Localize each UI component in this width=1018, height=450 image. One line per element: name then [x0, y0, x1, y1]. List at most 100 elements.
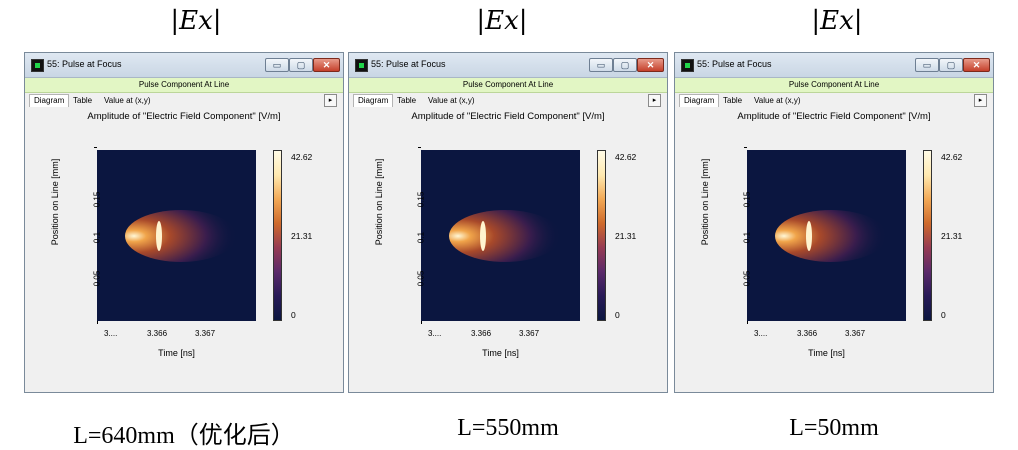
y-tick-0-15: 0.15	[92, 191, 102, 208]
maximize-button[interactable]: ▢	[289, 58, 313, 72]
window-title: 55: Pulse at Focus	[697, 59, 772, 69]
colorbar-min-label: 0	[615, 310, 620, 320]
axis-corner-mark	[418, 147, 421, 148]
x-tick-3-366: 3.366	[471, 329, 492, 338]
x-axis-label: Time [ns]	[482, 348, 519, 358]
window-titlebar[interactable]: 55: Pulse at Focus ▭ ▢ ✕	[349, 53, 667, 78]
axis-corner-mark	[744, 147, 747, 148]
close-button[interactable]: ✕	[963, 58, 990, 72]
y-tick-0-1: 0.1	[742, 231, 752, 244]
pulse-subtitle-bar: Pulse Component At Line	[25, 78, 343, 93]
pulse-subtitle-bar: Pulse Component At Line	[675, 78, 993, 93]
plot-title: Amplitude of "Electric Field Component" …	[737, 111, 931, 122]
diagram-area: Amplitude of "Electric Field Component" …	[349, 107, 667, 377]
colorbar-min-label: 0	[291, 310, 296, 320]
x-axis-label: Time [ns]	[808, 348, 845, 358]
pulse-window-1: 55: Pulse at Focus ▭ ▢ ✕ Pulse Component…	[24, 52, 344, 393]
tab-scroll-arrow-icon[interactable]: ▸	[324, 94, 337, 107]
pulse-spot	[125, 210, 237, 262]
minimize-button[interactable]: ▭	[589, 58, 613, 72]
x-tick-3-367: 3.367	[845, 329, 866, 338]
y-tick-0-05: 0.05	[416, 270, 426, 287]
pulse-window-3: 55: Pulse at Focus ▭ ▢ ✕ Pulse Component…	[674, 52, 994, 393]
tab-diagram[interactable]: Diagram	[679, 94, 720, 108]
tab-diagram[interactable]: Diagram	[353, 94, 394, 108]
tab-scroll-arrow-icon[interactable]: ▸	[648, 94, 661, 107]
app-icon	[681, 59, 694, 72]
pulse-spot	[775, 210, 887, 262]
close-button[interactable]: ✕	[313, 58, 340, 72]
y-tick-0-1: 0.1	[416, 231, 426, 244]
y-axis-label: Position on Line [mm]	[374, 158, 384, 246]
x-tick-3-366: 3.366	[147, 329, 168, 338]
pulse-front	[480, 221, 486, 251]
header-formula-2: |Ex|	[476, 6, 528, 36]
tab-scroll-arrow-icon[interactable]: ▸	[974, 94, 987, 107]
tab-table[interactable]: Table	[73, 96, 93, 105]
header-formula-3: |Ex|	[811, 6, 863, 36]
x-tick-3-366: 3.366	[797, 329, 818, 338]
colorbar-max-label: 42.62	[941, 152, 963, 162]
colorbar-min-label: 0	[941, 310, 946, 320]
colorbar-mid-label: 21.31	[291, 231, 313, 241]
app-icon	[355, 59, 368, 72]
plot-title: Amplitude of "Electric Field Component" …	[87, 111, 281, 122]
heatmap-plot[interactable]	[747, 150, 906, 321]
y-tick-0-05: 0.05	[92, 270, 102, 287]
y-axis-label: Position on Line [mm]	[50, 158, 60, 246]
colorbar	[273, 150, 282, 321]
pulse-front	[806, 221, 812, 251]
heatmap-plot[interactable]	[97, 150, 256, 321]
y-tick-0-05: 0.05	[742, 270, 752, 287]
tab-bar: Diagram Table Value at (x,y) ▸	[349, 93, 667, 108]
heatmap-plot[interactable]	[421, 150, 580, 321]
minimize-button[interactable]: ▭	[265, 58, 289, 72]
axis-corner-mark	[97, 321, 98, 324]
caption-1: L=640mm（优化后）	[73, 423, 295, 449]
window-titlebar[interactable]: 55: Pulse at Focus ▭ ▢ ✕	[25, 53, 343, 78]
colorbar	[597, 150, 606, 321]
tab-table[interactable]: Table	[397, 96, 417, 105]
pulse-spot	[449, 210, 561, 262]
y-axis-label: Position on Line [mm]	[700, 158, 710, 246]
y-tick-0-1: 0.1	[92, 231, 102, 244]
minimize-button[interactable]: ▭	[915, 58, 939, 72]
close-button[interactable]: ✕	[637, 58, 664, 72]
tab-table[interactable]: Table	[723, 96, 743, 105]
tab-bar: Diagram Table Value at (x,y) ▸	[25, 93, 343, 108]
header-formula-1: |Ex|	[170, 6, 222, 36]
axis-corner-mark	[421, 321, 422, 324]
colorbar-max-label: 42.62	[615, 152, 637, 162]
tab-bar: Diagram Table Value at (x,y) ▸	[675, 93, 993, 108]
tab-value-at-xy[interactable]: Value at (x,y)	[104, 96, 151, 105]
app-icon	[31, 59, 44, 72]
colorbar-mid-label: 21.31	[615, 231, 637, 241]
diagram-area: Amplitude of "Electric Field Component" …	[675, 107, 993, 377]
axis-corner-mark	[747, 321, 748, 324]
maximize-button[interactable]: ▢	[939, 58, 963, 72]
caption-2: L=550mm	[457, 415, 559, 441]
caption-3: L=50mm	[789, 415, 879, 441]
window-title: 55: Pulse at Focus	[47, 59, 122, 69]
x-axis-label: Time [ns]	[158, 348, 195, 358]
pulse-front	[156, 221, 162, 251]
plot-title: Amplitude of "Electric Field Component" …	[411, 111, 605, 122]
x-tick-start: 3....	[104, 329, 118, 338]
pulse-subtitle-bar: Pulse Component At Line	[349, 78, 667, 93]
window-titlebar[interactable]: 55: Pulse at Focus ▭ ▢ ✕	[675, 53, 993, 78]
tab-value-at-xy[interactable]: Value at (x,y)	[754, 96, 801, 105]
pulse-window-2: 55: Pulse at Focus ▭ ▢ ✕ Pulse Component…	[348, 52, 668, 393]
y-tick-0-15: 0.15	[742, 191, 752, 208]
x-tick-3-367: 3.367	[519, 329, 540, 338]
axis-corner-mark	[94, 147, 97, 148]
maximize-button[interactable]: ▢	[613, 58, 637, 72]
window-title: 55: Pulse at Focus	[371, 59, 446, 69]
diagram-area: Amplitude of "Electric Field Component" …	[25, 107, 343, 377]
tab-diagram[interactable]: Diagram	[29, 94, 70, 108]
y-tick-0-15: 0.15	[416, 191, 426, 208]
tab-value-at-xy[interactable]: Value at (x,y)	[428, 96, 475, 105]
x-tick-start: 3....	[428, 329, 442, 338]
x-tick-3-367: 3.367	[195, 329, 216, 338]
colorbar-max-label: 42.62	[291, 152, 313, 162]
x-tick-start: 3....	[754, 329, 768, 338]
